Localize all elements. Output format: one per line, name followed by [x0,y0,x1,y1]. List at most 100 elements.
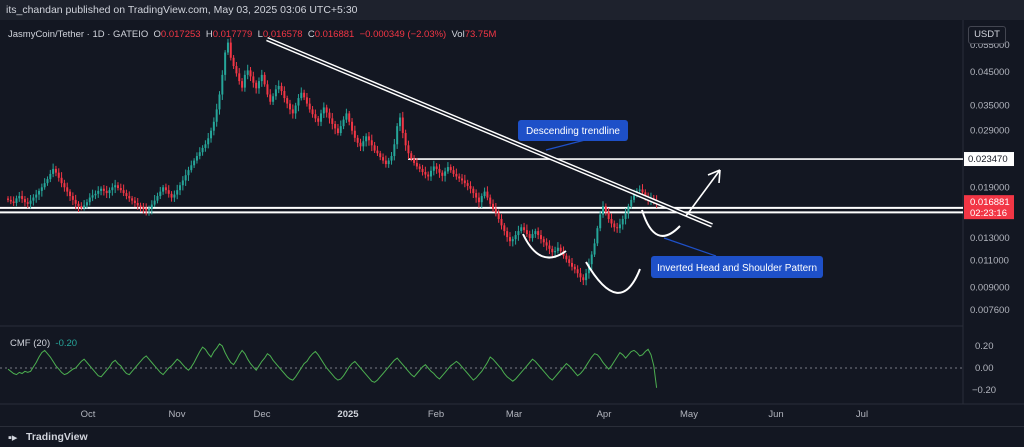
candle-body [542,239,545,243]
candle-body [176,190,179,195]
candle-body [303,92,306,98]
candle-body [367,136,370,141]
candle-body [438,168,441,173]
candle-body [291,109,294,114]
time-tick-label: May [680,409,698,420]
cmf-label: CMF (20) [10,338,51,349]
candle-body [627,206,630,213]
candle-body [179,185,182,191]
currency-button[interactable]: USDT [968,26,1006,44]
publisher-text: its_chandan published on TradingView.com… [6,4,358,16]
candle-body [517,231,520,236]
cmf-tick-label: −0.20 [972,385,996,396]
candle-body [537,231,540,236]
candle-body [54,168,57,173]
candle-body [111,187,114,191]
candle-body [387,160,390,165]
candle-body [305,97,308,104]
candle-body [57,172,60,178]
candle-body [145,208,148,211]
price-tick-label: 0.013000 [970,233,1010,244]
candle-body [545,242,548,246]
candle-body [153,200,156,205]
price-tick-label: 0.009000 [970,282,1010,293]
candle-body [458,176,461,179]
candle-body [133,200,136,203]
left-shoulder-curve [522,233,567,259]
descending-callout-label: Descending trendline [526,126,620,137]
chart-frame[interactable]: Descending trendline Inverted Head and Sh… [0,20,1024,427]
candle-body [613,223,616,228]
right-shoulder-curve [641,209,681,237]
candle-body [525,230,528,235]
candle-body [492,203,495,209]
candle-body [534,231,537,235]
symbol-label: JasmyCoin/Tether · 1D · GATEIO [8,29,149,40]
candle-body [139,205,142,208]
candle-body [128,196,131,199]
candle-body [455,173,458,177]
candle-body [221,74,224,95]
candle-body [477,197,480,203]
candle-body [215,109,218,122]
candle-body [497,212,500,219]
price-chart[interactable]: Descending trendline Inverted Head and Sh… [0,20,1024,426]
candle-body [297,98,300,106]
candle-body [446,167,449,172]
candle-body [565,255,568,260]
candle-body [125,193,128,197]
candle-body [486,191,489,198]
time-tick-label: Oct [81,409,96,420]
candle-body [187,170,190,176]
price-tick-label: 0.035000 [970,101,1010,112]
time-tick-label: Jun [768,409,783,420]
candle-body [71,196,74,200]
candle-body [300,92,303,99]
candle-body [568,259,571,263]
candle-body [325,107,328,113]
candle-body [269,94,272,102]
time-tick-label: Feb [428,409,444,420]
candle-body [224,52,227,75]
candle-body [641,189,644,193]
candle-body [164,187,167,191]
low-label: L [257,29,263,40]
candle-body [365,136,368,142]
candle-body [370,140,373,146]
cmf-legend: CMF (20) -0.20 [10,338,77,349]
candle-body [102,188,105,191]
candle-body [198,152,201,157]
candle-body [506,231,509,238]
tradingview-logo-icon[interactable]: ▪▸ [8,432,18,444]
candle-body [404,133,407,146]
candle-body [184,175,187,181]
price-tick-label: 0.045000 [970,67,1010,78]
price-tick-label: 0.011000 [970,255,1009,266]
candle-body [523,227,526,231]
price-tick-label: 0.055000 [970,40,1010,51]
candle-body [18,196,21,199]
candle-body [435,166,438,169]
candle-body [252,76,255,83]
candle-body [500,218,503,226]
candle-body [401,117,404,134]
candle-body [94,193,97,196]
candle-body [424,172,427,175]
candle-body [201,147,204,153]
candle-body [432,166,435,171]
cmf-value: -0.20 [55,338,78,349]
candle-body [607,212,610,219]
candle-body [66,187,69,192]
resistance-price-tag [964,152,1014,167]
candle-body [407,145,410,154]
candle-body [520,227,523,232]
candle-body [294,105,297,114]
low-value: 0.016578 [262,29,303,40]
candle-body [193,160,196,166]
candle-body [246,70,249,75]
candle-body [590,254,593,265]
candle-body [398,117,401,127]
candle-body [311,109,314,115]
descending-callout-box [518,120,628,141]
candle-body [15,198,18,203]
